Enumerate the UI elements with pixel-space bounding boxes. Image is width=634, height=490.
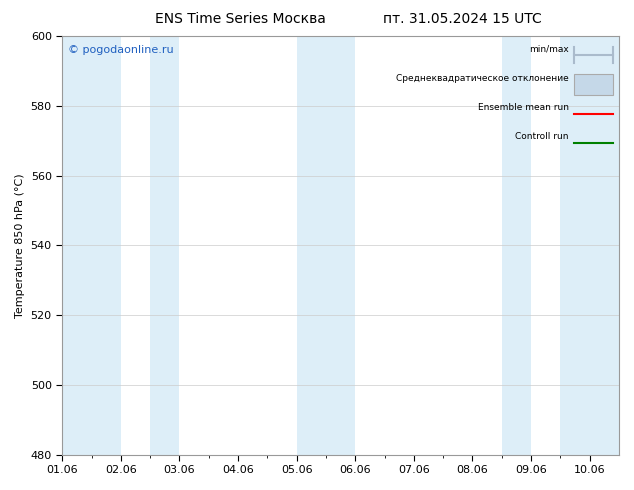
Bar — [560, 36, 619, 455]
Text: ENS Time Series Москва: ENS Time Series Москва — [155, 12, 327, 26]
Text: пт. 31.05.2024 15 UTC: пт. 31.05.2024 15 UTC — [384, 12, 542, 26]
Text: © pogodaonline.ru: © pogodaonline.ru — [68, 45, 174, 54]
Bar — [62, 36, 121, 455]
Text: Ensemble mean run: Ensemble mean run — [478, 103, 569, 112]
Bar — [150, 36, 179, 455]
Y-axis label: Temperature 850 hPa (°С): Temperature 850 hPa (°С) — [15, 173, 25, 318]
Bar — [501, 36, 531, 455]
Text: min/max: min/max — [529, 45, 569, 53]
Bar — [574, 74, 614, 95]
Bar — [297, 36, 355, 455]
Text: Controll run: Controll run — [515, 132, 569, 142]
Text: Среднеквадратическое отклонение: Среднеквадратическое отклонение — [396, 74, 569, 83]
